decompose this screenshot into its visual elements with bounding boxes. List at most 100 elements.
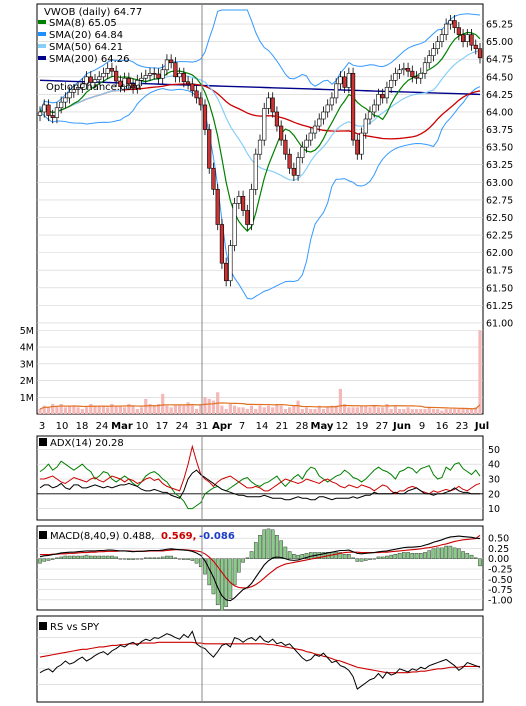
macd-histogram-bar <box>84 554 89 559</box>
price-indicator-lines <box>39 9 481 300</box>
volume-bar <box>72 405 76 414</box>
price-tick-label: 62.25 <box>486 231 513 242</box>
macd-histogram-bar <box>42 558 47 562</box>
macd-tick-label: -0.25 <box>488 565 513 576</box>
candle-body <box>59 101 64 109</box>
volume-bar <box>173 405 177 414</box>
macd-histogram-bar <box>275 535 279 559</box>
date-tick-label: 24 <box>176 421 189 432</box>
volume-bar <box>233 405 237 414</box>
adx-legend-swatch <box>39 438 47 446</box>
volume-bar <box>410 408 414 414</box>
date-tick-label: May <box>311 421 334 432</box>
price-tick-label: 64.00 <box>486 107 513 118</box>
macd-histogram-bar <box>406 552 410 559</box>
candle-body <box>262 108 267 141</box>
legend-entry: SMA(8) 65.05 <box>49 18 117 29</box>
date-tick-label: 3 <box>39 421 45 432</box>
volume-bar <box>127 403 131 414</box>
candle-body <box>295 157 301 176</box>
volume-bar <box>457 408 461 414</box>
macd-signal-value: 0.569, <box>161 531 196 542</box>
volume-bar <box>46 407 51 414</box>
volume-bar <box>207 398 211 414</box>
di-plus-line <box>39 460 481 510</box>
volume-bar <box>431 408 436 414</box>
macd-histogram-bar <box>287 551 292 559</box>
candle-body <box>147 72 153 76</box>
volume-bar <box>80 408 84 414</box>
volume-bar <box>313 408 317 414</box>
volume-bar <box>63 407 67 414</box>
volume-tick-label: 1M <box>20 393 34 404</box>
volume-bar <box>372 405 376 414</box>
volume-bar <box>254 408 258 414</box>
candle-body <box>418 72 423 79</box>
macd-histogram-bar <box>359 558 364 562</box>
volume-bar <box>309 408 313 414</box>
volume-tick-label: 3M <box>20 359 34 370</box>
candle-body <box>122 77 127 87</box>
candle-body <box>477 48 483 59</box>
macd-legend-swatch <box>39 531 47 539</box>
price-tick-label: 62.75 <box>486 195 513 206</box>
macd-tick-label: 0.50 <box>488 534 509 545</box>
volume-bar <box>114 405 118 414</box>
candle-body <box>465 34 470 42</box>
candle-body <box>80 83 85 88</box>
volume-bar <box>148 403 152 414</box>
macd-histogram-bar <box>72 555 76 559</box>
macd-axis: 0.500.250.00-0.25-0.50-0.75-1.00 <box>488 534 513 607</box>
price-tick-label: 64.25 <box>486 90 513 101</box>
candle-body <box>190 83 195 92</box>
adx-tick-label: 10 <box>488 504 500 515</box>
macd-histogram-bar <box>385 555 389 559</box>
volume-bar <box>42 405 46 414</box>
volume-bar <box>237 407 241 414</box>
macd-histogram-bar <box>67 555 72 559</box>
candle-body <box>266 97 271 109</box>
date-tick-label: Jun <box>392 421 411 432</box>
macd-lines <box>39 534 481 602</box>
candle-body <box>380 94 385 99</box>
volume-bar <box>97 405 101 414</box>
date-tick-label: 12 <box>336 421 349 432</box>
macd-histogram-bar <box>143 557 148 559</box>
watermark: OptionChance.com <box>46 82 141 93</box>
macd-histogram-bar <box>110 555 114 559</box>
legend-swatch <box>38 44 46 48</box>
volume-bar <box>300 408 304 414</box>
volume-bar <box>389 408 393 414</box>
date-tick-label: 24 <box>96 421 109 432</box>
volume-bar <box>123 407 127 414</box>
volume-bar <box>199 403 203 414</box>
candle-body <box>232 203 237 246</box>
volume-bar <box>131 405 135 414</box>
volume-bar <box>55 405 59 414</box>
macd-histogram-bar <box>232 558 237 586</box>
volume-bar <box>271 407 275 414</box>
candle-body <box>279 125 284 141</box>
macd-histogram-bar <box>186 558 190 560</box>
candle-body <box>105 68 110 74</box>
rs-line <box>39 630 481 690</box>
candle-body <box>177 72 182 78</box>
candle-body <box>359 132 364 155</box>
volume-bar <box>118 405 122 414</box>
volume-bar <box>165 405 169 414</box>
macd-histogram-bar <box>368 558 372 560</box>
macd-histogram-bar <box>457 548 461 559</box>
candle-body <box>291 167 296 176</box>
macd-tick-label: -1.00 <box>488 595 513 606</box>
date-tick-label: 21 <box>276 421 289 432</box>
volume-bar <box>93 405 97 414</box>
macd-histogram-bar <box>347 554 351 559</box>
adx-tick-label: 40 <box>488 460 500 471</box>
candle-body <box>342 76 347 88</box>
volume-bar <box>249 405 254 414</box>
macd-histogram-bar <box>76 555 80 559</box>
macd-tick-label: -0.50 <box>488 575 513 586</box>
candle-body <box>300 146 305 158</box>
volume-bar <box>106 407 110 414</box>
